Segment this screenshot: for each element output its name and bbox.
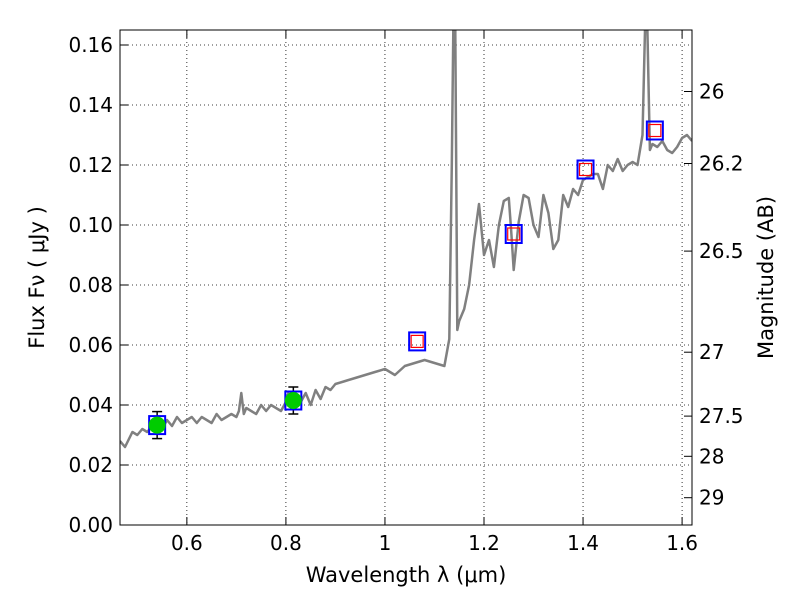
model-point — [410, 334, 424, 348]
y-tick-label: 0.02 — [68, 453, 113, 477]
x-tick-label: 0.8 — [270, 531, 302, 555]
y-tick-label: 0.16 — [68, 33, 113, 57]
spectrum-line — [120, 30, 692, 449]
y-tick-label: 0.00 — [68, 513, 113, 537]
points-layer — [148, 120, 664, 440]
y-tick-label: 0.08 — [68, 273, 113, 297]
y-tick-label: 0.06 — [68, 333, 113, 357]
y-tick-label: 0.10 — [68, 213, 113, 237]
x-tick-label: 0.6 — [171, 531, 203, 555]
right-tick-label: 27.5 — [699, 404, 744, 428]
right-tick-label: 26 — [699, 80, 724, 104]
model-point — [507, 227, 521, 241]
photometry-box — [576, 159, 595, 180]
model-point — [648, 123, 662, 138]
right-tick-label: 27 — [699, 340, 724, 364]
y-tick-label: 0.14 — [68, 93, 113, 117]
y-axis-label: Flux Fν ( μJy ) — [25, 206, 49, 349]
x-tick-label: 1.6 — [666, 531, 698, 555]
photometry-box — [645, 120, 664, 141]
grid — [120, 30, 692, 525]
y-axis-label-right: Magnitude (AB) — [754, 196, 778, 359]
x-tick-label: 1 — [379, 531, 392, 555]
photometry-box — [408, 331, 427, 352]
ticks-layer: 0.6 0.8 1 1.2 1.4 1.6 0.00 0.02 0.04 0.06 0.08 0.10… — [68, 30, 744, 555]
right-tick-label: 26.5 — [699, 239, 744, 263]
detection-point — [284, 392, 302, 409]
y-tick-label: 0.04 — [68, 393, 113, 417]
x-tick-label: 1.2 — [468, 531, 500, 555]
right-tick-label: 29 — [699, 486, 724, 510]
model-point — [578, 162, 593, 177]
spectrum-layer — [120, 30, 692, 449]
detection-point — [148, 416, 166, 434]
right-tick-label: 28 — [699, 444, 724, 468]
y-tick-label: 0.12 — [68, 153, 113, 177]
x-axis-label: Wavelength λ (μm) — [306, 563, 507, 587]
right-tick-label: 26.2 — [699, 152, 744, 176]
photometry-box — [504, 224, 523, 244]
x-tick-label: 1.4 — [567, 531, 599, 555]
plot-frame — [119, 29, 693, 526]
